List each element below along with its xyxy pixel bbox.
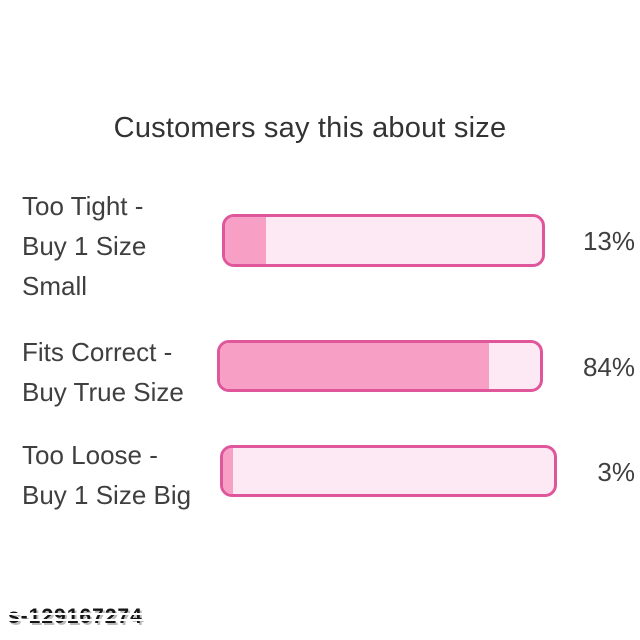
bar-track <box>217 340 543 392</box>
category-label: Too Tight - Buy 1 Size Small <box>22 186 212 306</box>
category-label: Too Loose - Buy 1 Size Big <box>22 435 212 515</box>
category-label-line: Too Tight - <box>22 191 144 221</box>
value-label: 13% <box>582 226 635 256</box>
bar-track <box>222 214 545 267</box>
value-label: 3% <box>597 457 635 487</box>
bar-track <box>220 445 557 497</box>
chart-title: Customers say this about size <box>113 112 507 144</box>
value-label: 84% <box>582 352 635 382</box>
category-label-line: Small <box>22 271 88 301</box>
category-label-line: Too Loose - <box>22 440 158 470</box>
bar-fill <box>223 448 233 494</box>
category-label-line: Fits Correct - <box>22 337 173 367</box>
category-label: Fits Correct - Buy True Size <box>22 332 212 412</box>
watermark-id-text: s-129167274 <box>6 605 145 628</box>
category-label-line: Buy 1 Size <box>22 231 147 261</box>
category-label-line: Buy 1 Size Big <box>22 480 192 510</box>
category-label-line: Buy True Size <box>22 377 184 407</box>
bar-fill <box>225 217 267 264</box>
bar-fill <box>220 343 489 389</box>
